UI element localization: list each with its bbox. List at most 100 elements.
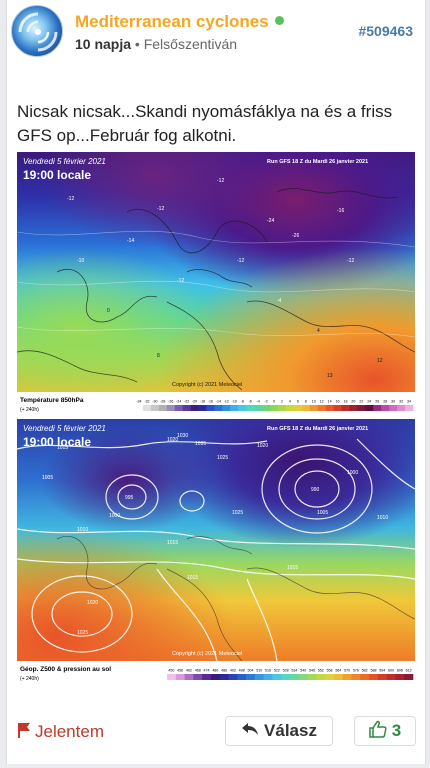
scale-tick-label: 558 bbox=[327, 669, 333, 673]
scale-swatch bbox=[135, 405, 144, 411]
scale-tick-label: 600 bbox=[388, 669, 394, 673]
scale-tick-label: 20 bbox=[351, 400, 355, 404]
scale-swatch bbox=[360, 674, 370, 680]
username-text[interactable]: Mediterranean cyclones bbox=[75, 12, 269, 31]
scale-swatch bbox=[182, 405, 191, 411]
map1-label: 8 bbox=[157, 353, 160, 359]
username[interactable]: Mediterranean cyclones bbox=[75, 12, 284, 32]
post-header: Mediterranean cyclones 10 napja • Felsős… bbox=[7, 0, 425, 66]
scale-tick-label: -18 bbox=[200, 400, 205, 404]
scale-tick-label: 26 bbox=[375, 400, 379, 404]
scale-swatch bbox=[381, 405, 390, 411]
scale-tick-label: 24 bbox=[367, 400, 371, 404]
map2-label: 1025 bbox=[232, 510, 243, 516]
map2-label: 1035 bbox=[195, 441, 206, 447]
scale-swatch bbox=[325, 405, 334, 411]
scale-tick-label: 564 bbox=[335, 669, 341, 673]
scale-tick-label: 480 bbox=[212, 669, 218, 673]
scale-swatch bbox=[174, 405, 183, 411]
map1-label: -12 bbox=[237, 258, 244, 264]
scale-tick-label: -32 bbox=[144, 400, 149, 404]
scale-swatch bbox=[357, 405, 366, 411]
post-footer: Jelentem Válasz 3 bbox=[7, 712, 425, 752]
online-status-icon bbox=[274, 16, 284, 26]
scale-tick-label: 34 bbox=[407, 400, 411, 404]
map1-label: -12 bbox=[347, 258, 354, 264]
map1-label: -16 bbox=[337, 208, 344, 214]
scale-tick-label: 30 bbox=[391, 400, 395, 404]
scale-tick-label: -2 bbox=[264, 400, 267, 404]
scale-tick-label: 474 bbox=[204, 669, 210, 673]
scale-swatch bbox=[166, 405, 176, 411]
map1-label: -10 bbox=[77, 258, 84, 264]
map1-run: Run GFS 18 Z du Mardi 26 janvier 2021 bbox=[267, 159, 368, 165]
scale-tick-label: 540 bbox=[300, 669, 306, 673]
scale-swatch bbox=[246, 405, 255, 411]
map2-label: 995 bbox=[125, 495, 134, 501]
scale-swatch bbox=[365, 405, 374, 411]
map1-label: 4 bbox=[317, 328, 320, 334]
reply-button[interactable]: Válasz bbox=[225, 716, 333, 746]
scale-swatch bbox=[210, 674, 221, 680]
post-age: 10 napja bbox=[75, 36, 132, 52]
report-label[interactable]: Jelentem bbox=[35, 722, 104, 741]
scale-swatch bbox=[142, 405, 152, 411]
scale-tick-label: 28 bbox=[383, 400, 387, 404]
scale-tick-label: -4 bbox=[257, 400, 260, 404]
scale-tick-label: 4 bbox=[289, 400, 291, 404]
scale-swatch bbox=[316, 674, 326, 680]
map1-time: 19:00 locale bbox=[23, 168, 91, 182]
map1-caption: Température 850hPa bbox=[20, 397, 84, 404]
map2-label: 1030 bbox=[177, 433, 188, 439]
scale-tick-label: -34 bbox=[136, 400, 141, 404]
map1-label: -24 bbox=[267, 218, 274, 224]
temperature-color-scale: -34 -32 -30 -28 -26 -24 -22 -20 -18 -16 -14 -12 -10-… bbox=[135, 400, 414, 411]
map2-label: 1000 bbox=[347, 470, 358, 476]
scale-tick-label: 534 bbox=[291, 669, 297, 673]
scale-swatch bbox=[307, 674, 317, 680]
geopotential-color-scale: 450 456 462 468 474 480 486 492 498 504 510 516 522 5… bbox=[167, 669, 414, 680]
scale-swatch bbox=[214, 405, 223, 411]
scale-tick-label: -24 bbox=[176, 400, 181, 404]
geopotential-map-image[interactable]: Vendredi 5 février 2021 19:00 locale Run… bbox=[17, 419, 415, 685]
scale-swatch bbox=[369, 674, 379, 680]
report-link[interactable]: Jelentem bbox=[17, 722, 104, 743]
scale-swatch bbox=[309, 405, 318, 411]
scale-tick-label: 504 bbox=[247, 669, 253, 673]
scale-swatch bbox=[150, 405, 160, 411]
scale-swatch bbox=[281, 674, 291, 680]
like-button[interactable]: 3 bbox=[354, 716, 416, 746]
post-card: Mediterranean cyclones 10 napja • Felsős… bbox=[6, 0, 426, 764]
scale-swatch bbox=[404, 674, 414, 680]
flag-icon bbox=[17, 722, 31, 743]
scale-swatch bbox=[351, 674, 361, 680]
scale-swatch bbox=[237, 674, 247, 680]
scale-tick-label: 570 bbox=[344, 669, 350, 673]
map1-label: 12 bbox=[377, 358, 383, 364]
scale-swatch bbox=[373, 405, 382, 411]
temperature-map-image[interactable]: Vendredi 5 février 2021 19:00 locale Run… bbox=[17, 152, 415, 414]
scale-tick-label: 6 bbox=[297, 400, 299, 404]
map2-label: 1010 bbox=[77, 527, 88, 533]
map2-label: 1025 bbox=[77, 630, 88, 636]
scale-tick-label: 22 bbox=[359, 400, 363, 404]
scale-tick-label: -30 bbox=[152, 400, 157, 404]
thumbs-up-icon bbox=[369, 720, 387, 743]
map1-label: 0 bbox=[107, 308, 110, 314]
scale-tick-label: 606 bbox=[397, 669, 403, 673]
post-id-link[interactable]: #509463 bbox=[358, 23, 413, 39]
scale-tick-label: 486 bbox=[221, 669, 227, 673]
scale-swatch bbox=[285, 405, 295, 411]
map2-label: 1020 bbox=[87, 600, 98, 606]
map2-caption-sub: (+ 240h) bbox=[20, 676, 39, 682]
map2-label: 1000 bbox=[109, 513, 120, 519]
map1-label: -12 bbox=[177, 278, 184, 284]
map2-date: Vendredi 5 février 2021 bbox=[23, 424, 106, 433]
scale-swatch bbox=[254, 405, 263, 411]
user-avatar[interactable] bbox=[11, 5, 63, 57]
map1-label: -12 bbox=[67, 196, 74, 202]
map2-copyright: Copyright (c) 2021 Meteociel bbox=[172, 651, 242, 657]
scale-swatch bbox=[230, 405, 239, 411]
scale-tick-label: 498 bbox=[239, 669, 245, 673]
scale-tick-label: 468 bbox=[195, 669, 201, 673]
